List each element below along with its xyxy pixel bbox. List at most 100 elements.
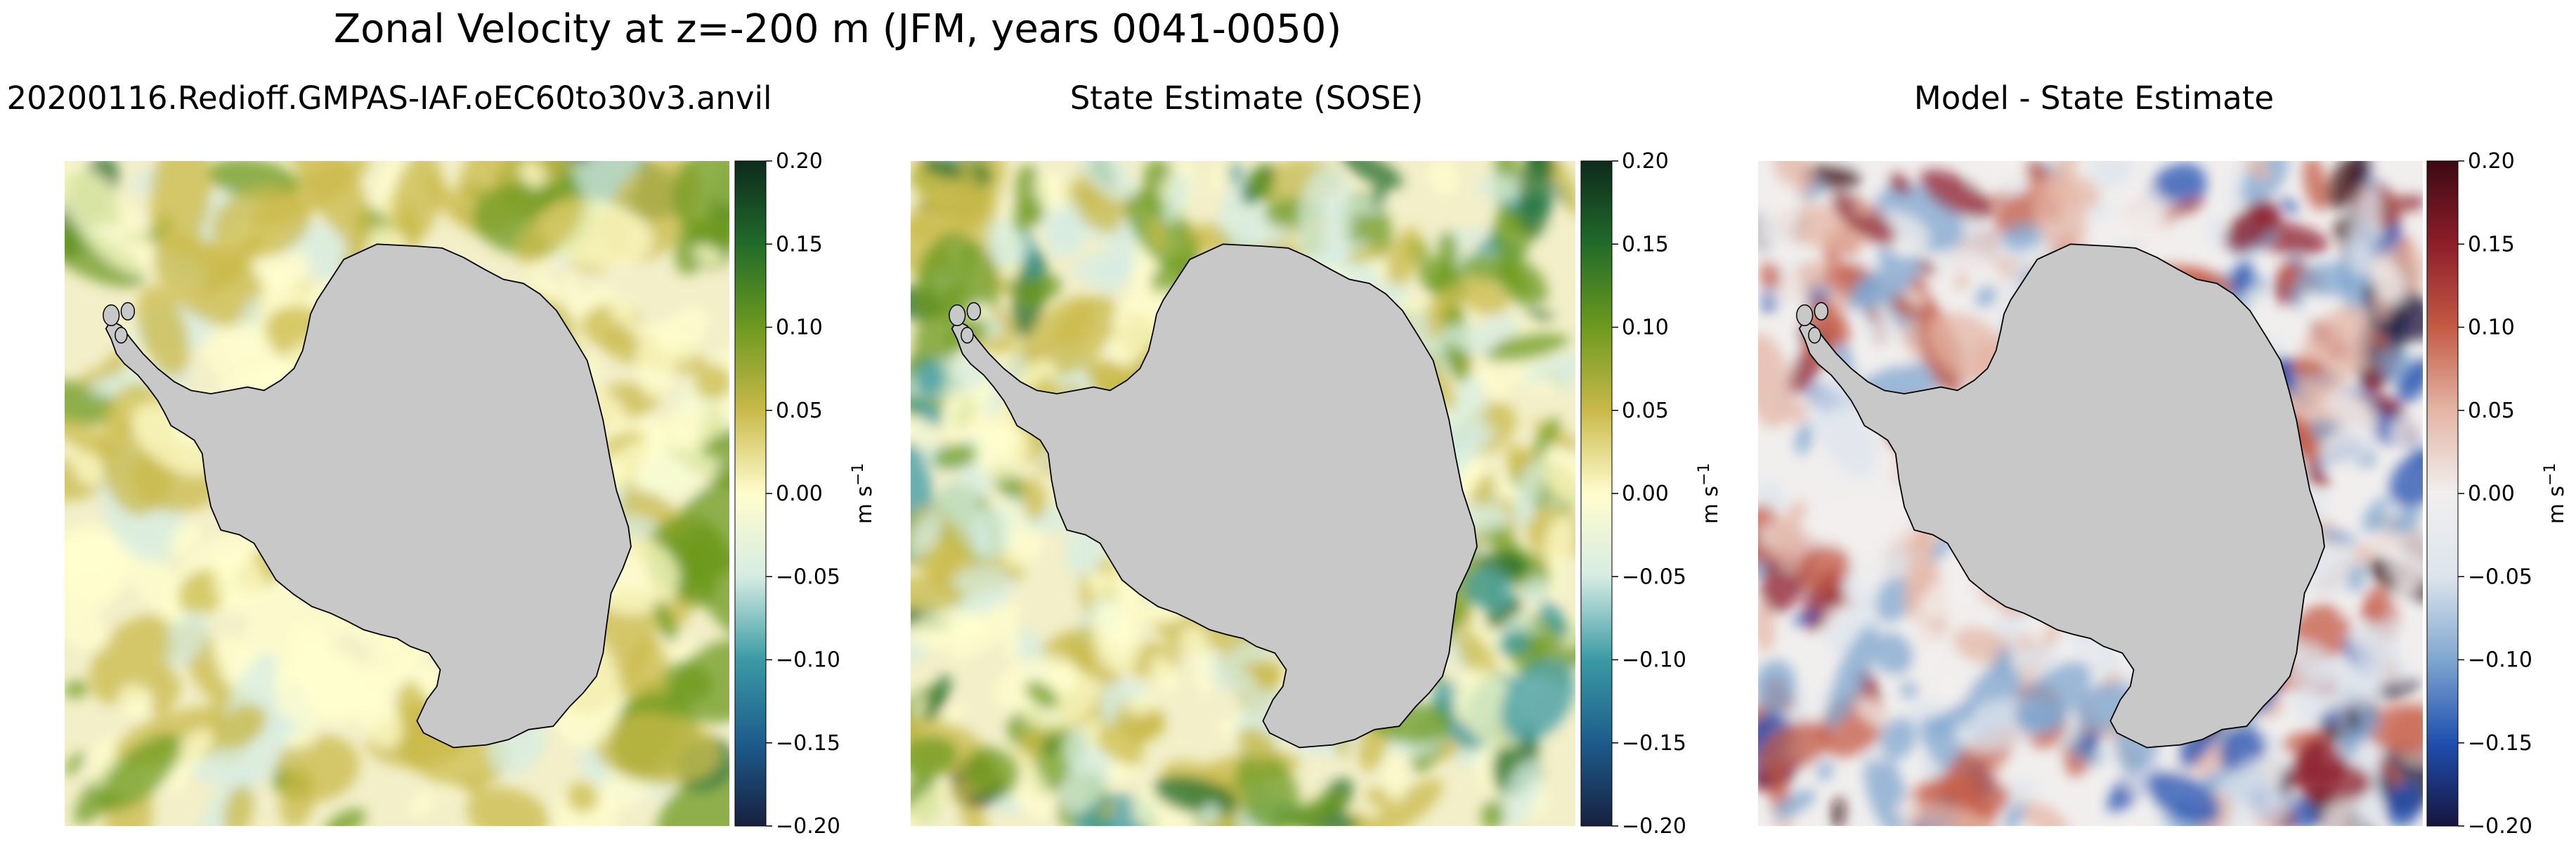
field-blob xyxy=(2230,260,2253,297)
panel-title-model: 20200116.Redioff.GMPAS-IAF.oEC60to30v3.a… xyxy=(6,79,772,117)
field-blob xyxy=(2280,729,2325,751)
colorbar-tick-label: 0.05 xyxy=(1622,399,1669,423)
field-blob xyxy=(2287,657,2350,685)
field-blob xyxy=(1887,173,1912,195)
colorbar-tick-label: −0.20 xyxy=(1622,814,1686,839)
figure-suptitle: Zonal Velocity at z=-200 m (JFM, years 0… xyxy=(334,6,1341,52)
field-blob xyxy=(2289,359,2326,376)
colorbar-tick-label: −0.05 xyxy=(1622,564,1686,589)
field-blob xyxy=(635,322,677,399)
field-blob xyxy=(1386,227,1422,288)
field-blob xyxy=(1485,596,1523,630)
antarctica-landmass xyxy=(951,243,1478,749)
field-blob xyxy=(911,511,944,559)
island xyxy=(1796,304,1814,326)
velocity-map-state-estimate xyxy=(911,161,1575,826)
colorbar-tick-label: 0.00 xyxy=(776,482,823,506)
field-blob xyxy=(1024,680,1060,709)
field-blob xyxy=(65,612,110,652)
field-blob xyxy=(283,161,376,252)
field-blob xyxy=(2373,678,2420,699)
field-blob xyxy=(2303,161,2328,212)
colorbar-tick-label: −0.20 xyxy=(2468,814,2532,839)
field-blob xyxy=(1015,274,1062,306)
colorbar-tick-label: −0.15 xyxy=(2468,731,2532,756)
field-blob xyxy=(65,751,86,776)
field-blob xyxy=(2359,605,2388,624)
colorbar-difference: 0.20 0.15 0.10 0.05 0.00 −0.05 −0.10 −0.15 −0.20… xyxy=(2426,149,2569,839)
field-blob xyxy=(1298,166,1353,269)
field-blob xyxy=(566,781,599,813)
colorbar-tick-label: 0.10 xyxy=(776,316,823,340)
field-blob xyxy=(292,624,353,728)
field-blob xyxy=(623,315,642,337)
field-blob xyxy=(131,404,218,476)
field-blob xyxy=(1830,192,1896,245)
colorbar-gradient xyxy=(1580,160,1613,827)
colorbar-tick-label: −0.20 xyxy=(776,814,840,839)
field-blob xyxy=(2348,564,2365,594)
field-blob xyxy=(1237,727,1277,763)
field-blob xyxy=(1092,600,1141,673)
field-blob xyxy=(1482,314,1520,339)
field-blob xyxy=(1993,646,2012,676)
field-blob xyxy=(1478,175,1526,202)
field-blob xyxy=(1533,416,1560,459)
field-blob xyxy=(1523,355,1575,385)
field-blob xyxy=(118,684,152,719)
field-blob xyxy=(259,250,310,321)
colorbar-tick-label: 0.00 xyxy=(2468,482,2515,506)
field-blob xyxy=(1991,757,2004,777)
field-blob xyxy=(65,680,89,699)
colorbar-tick-label: 0.10 xyxy=(2468,316,2515,340)
field-blob xyxy=(65,163,154,275)
field-blob xyxy=(2317,710,2345,724)
field-blob xyxy=(2389,507,2422,534)
field-blob xyxy=(409,790,435,818)
field-blob xyxy=(911,161,982,231)
field-blob xyxy=(2379,756,2402,788)
field-blob xyxy=(656,766,729,826)
field-blob xyxy=(1852,202,1878,216)
field-blob xyxy=(2078,730,2102,756)
colorbar-tick-label: −0.15 xyxy=(776,731,840,756)
field-blob xyxy=(1180,626,1209,653)
field-blob xyxy=(911,575,964,612)
field-blob xyxy=(1563,613,1575,647)
field-blob xyxy=(1371,182,1387,207)
field-blob xyxy=(1052,201,1084,249)
field-blob xyxy=(1931,702,1975,735)
field-blob xyxy=(1953,271,1969,292)
field-blob xyxy=(1367,779,1444,826)
field-blob xyxy=(1098,237,1138,295)
field-blob xyxy=(2340,595,2355,619)
field-blob xyxy=(684,526,729,639)
field-blob xyxy=(2033,176,2086,256)
field-blob xyxy=(1758,659,1797,714)
field-blob xyxy=(1552,161,1575,217)
field-blob xyxy=(923,674,951,723)
field-blob xyxy=(2372,394,2405,417)
unit-base: m s xyxy=(2544,486,2569,524)
field-blob xyxy=(168,522,202,556)
field-blob xyxy=(98,733,182,812)
field-blob xyxy=(2320,800,2350,826)
field-blob xyxy=(1946,688,1965,703)
field-blob xyxy=(1825,607,1841,631)
colorbar-tick-label: 0.05 xyxy=(776,399,823,423)
field-blob xyxy=(1502,759,1542,826)
field-blob xyxy=(2318,528,2358,546)
field-blob xyxy=(1064,727,1092,773)
field-blob xyxy=(1920,169,1993,219)
field-blob xyxy=(123,539,190,628)
field-blob xyxy=(1904,697,1942,723)
field-blob xyxy=(2146,770,2221,825)
field-blob xyxy=(594,713,722,785)
field-blob xyxy=(467,787,549,826)
field-blob xyxy=(1361,265,1374,283)
panel-model: 20200116.Redioff.GMPAS-IAF.oEC60to30v3.a… xyxy=(6,79,877,839)
field-blob xyxy=(973,503,1013,560)
colorbar-tick-label: 0.15 xyxy=(1622,232,1669,257)
field-blob xyxy=(1086,571,1128,595)
field-blob xyxy=(1249,170,1275,200)
